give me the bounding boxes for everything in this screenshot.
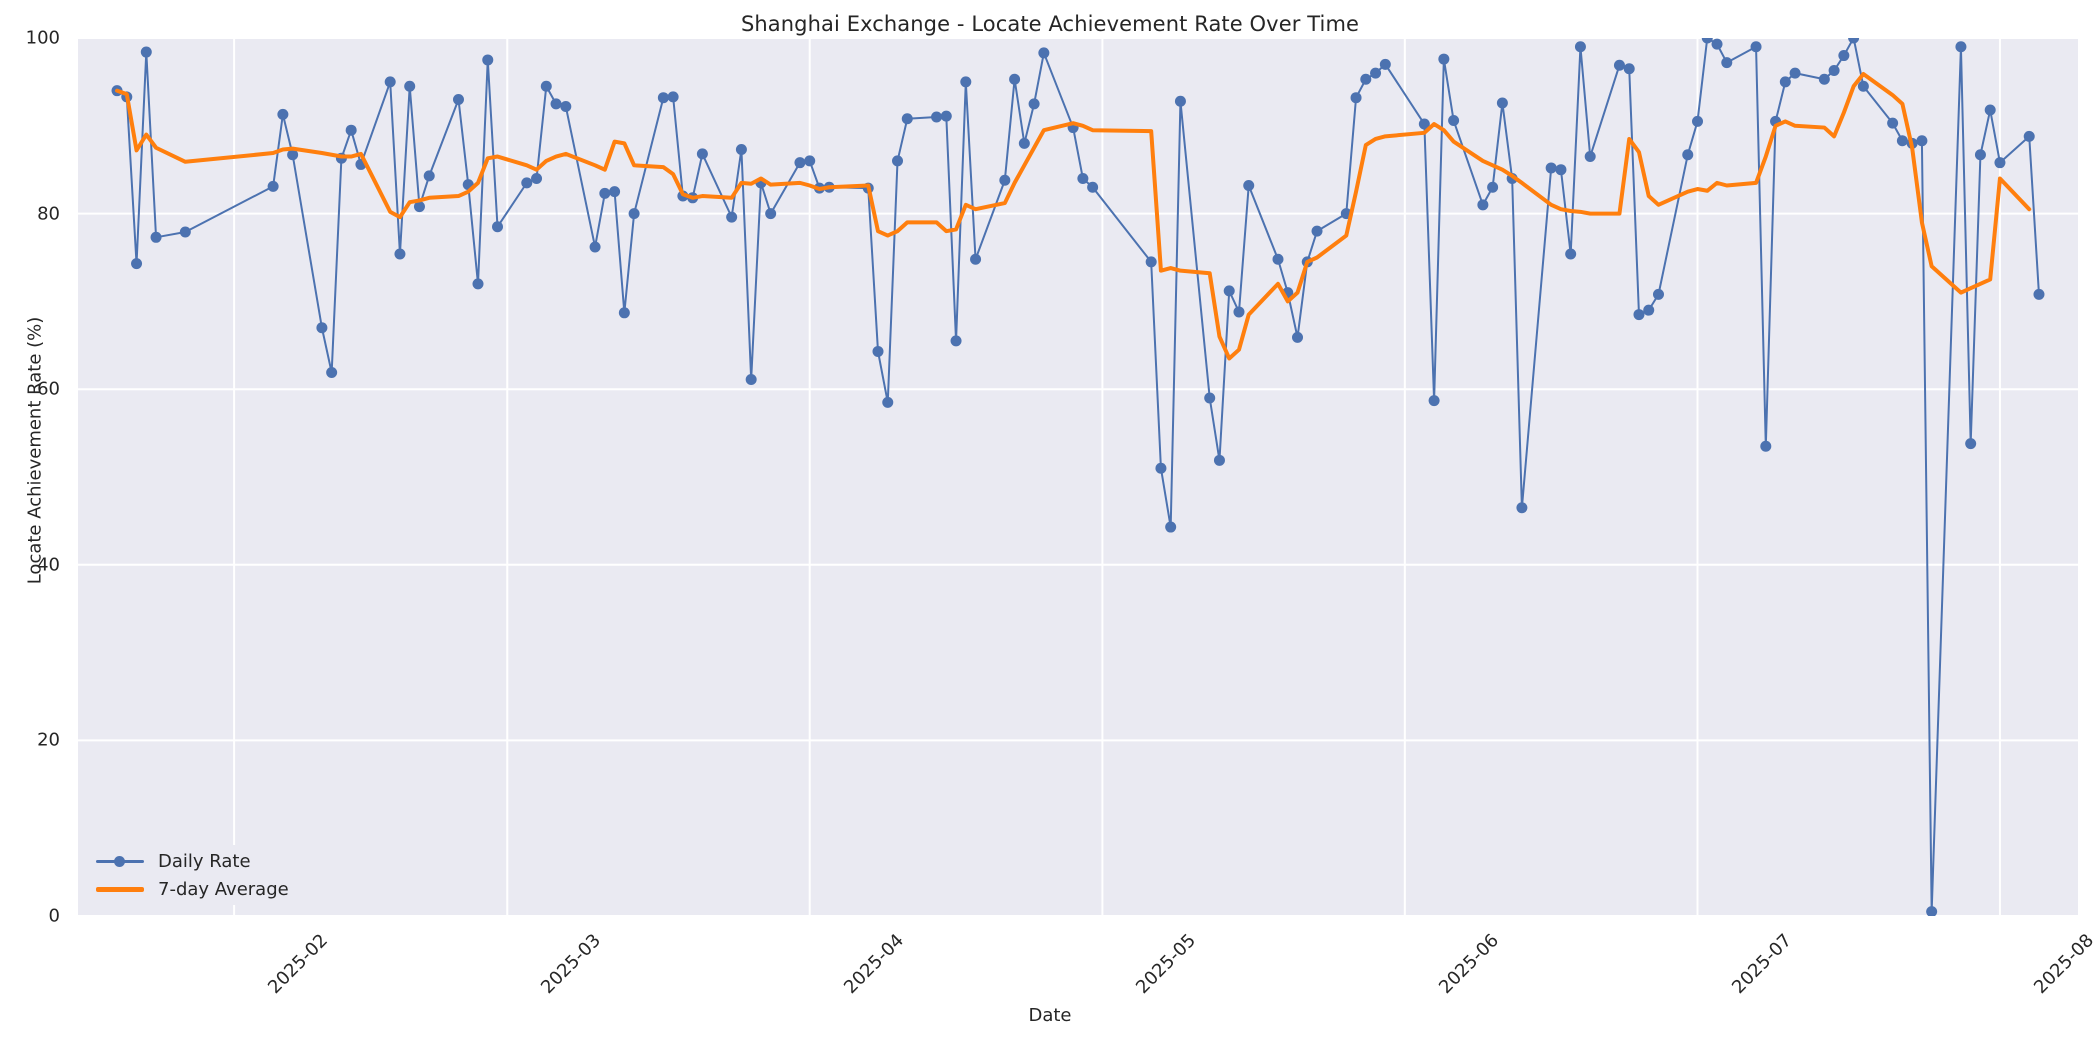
gridlines — [78, 38, 2078, 916]
y-axis-ticks: 0 20 40 60 80 100 — [0, 28, 70, 927]
legend-label: 7-day Average — [158, 878, 289, 900]
legend-label: Daily Rate — [158, 850, 251, 872]
legend-item[interactable]: 7-day Average — [96, 878, 289, 900]
chart-title: Shanghai Exchange - Locate Achievement R… — [740, 12, 1360, 36]
legend-swatch-icon — [96, 880, 144, 898]
x-tick-label: 2025-02 — [264, 930, 333, 999]
y-tick-label: 20 — [37, 729, 60, 751]
plot-canvas — [78, 38, 2078, 916]
series-1 — [111, 38, 2045, 916]
plot-area — [78, 38, 2078, 916]
x-tick-label: 2025-04 — [839, 930, 908, 999]
x-tick-label: 2025-08 — [2029, 930, 2099, 999]
y-tick-label: 0 — [48, 905, 60, 927]
x-tick-label: 2025-06 — [1434, 930, 1503, 999]
x-tick-label: 2025-05 — [1132, 930, 1201, 999]
x-axis-ticks: 2025-02 2025-03 2025-04 2025-05 2025-06 2025-… — [78, 916, 2098, 1006]
chart-legend: Daily Rate 7-day Average — [88, 845, 299, 905]
legend-swatch-icon — [96, 852, 144, 870]
x-axis-title: Date — [1028, 1005, 1072, 1026]
series-2 — [115, 72, 2032, 361]
x-tick-label: 2025-07 — [1727, 930, 1796, 999]
x-tick-label: 2025-03 — [537, 930, 606, 999]
y-tick-label: 40 — [37, 554, 60, 576]
y-tick-label: 60 — [37, 378, 60, 400]
legend-item[interactable]: Daily Rate — [96, 850, 289, 872]
y-tick-label: 80 — [37, 203, 60, 225]
y-tick-label: 100 — [25, 27, 60, 49]
